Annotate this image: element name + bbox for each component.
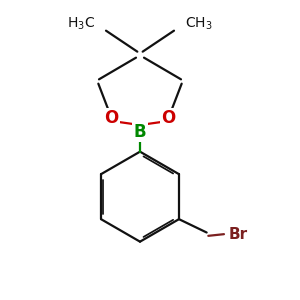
- Text: $\mathdefault{H_3C}$: $\mathdefault{H_3C}$: [67, 16, 95, 32]
- Text: B: B: [134, 123, 146, 141]
- Text: $\mathdefault{CH_3}$: $\mathdefault{CH_3}$: [185, 16, 213, 32]
- Text: O: O: [104, 109, 119, 127]
- Text: O: O: [161, 109, 176, 127]
- Text: Br: Br: [228, 227, 248, 242]
